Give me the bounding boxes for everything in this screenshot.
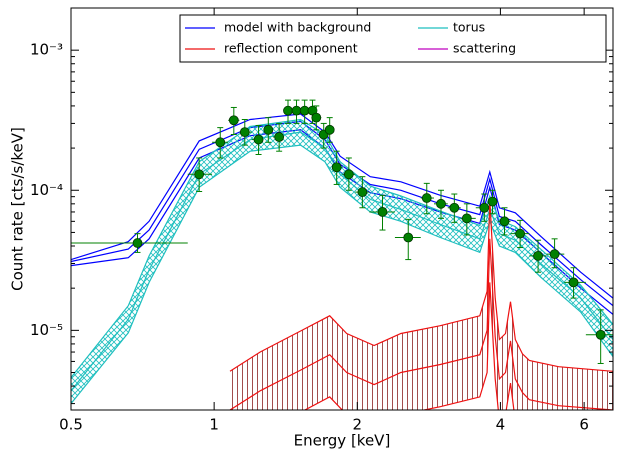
data-point bbox=[568, 277, 579, 288]
axes: 0.5 1 2 4 6 10⁻⁵ 10⁻⁴ 10⁻³ bbox=[30, 7, 613, 434]
axes-frame bbox=[70, 7, 614, 411]
model-line bbox=[71, 120, 613, 307]
band-upper bbox=[71, 113, 613, 299]
data-point bbox=[291, 105, 302, 116]
data-point bbox=[228, 115, 239, 126]
y-tick-label: 10⁻³ bbox=[30, 41, 63, 59]
band-hatch bbox=[230, 200, 613, 410]
data-point bbox=[436, 198, 446, 209]
data-point bbox=[377, 207, 388, 217]
data-point bbox=[343, 169, 354, 180]
legend-label: scattering bbox=[453, 41, 516, 56]
band-lower bbox=[303, 282, 515, 410]
x-tick-label: 1 bbox=[209, 416, 219, 434]
legend-label: torus bbox=[453, 20, 485, 35]
model-line bbox=[71, 131, 613, 392]
legend-frame bbox=[179, 14, 607, 63]
data-point bbox=[215, 137, 226, 148]
x-tick-label: 2 bbox=[352, 416, 362, 434]
data-point bbox=[515, 228, 525, 239]
data-point bbox=[499, 216, 510, 227]
data-point bbox=[194, 169, 205, 180]
model-line bbox=[229, 238, 613, 410]
y-tick-label: 10⁻⁵ bbox=[30, 321, 63, 339]
data-point bbox=[549, 249, 560, 260]
plot-area bbox=[71, 99, 613, 410]
data-point bbox=[253, 134, 264, 145]
data-point bbox=[311, 112, 322, 123]
x-tick-label: 4 bbox=[496, 416, 506, 434]
data-point bbox=[403, 232, 414, 243]
data-point bbox=[324, 124, 335, 135]
band-upper bbox=[229, 200, 613, 372]
y-axis-label: Count rate [cts/s/keV] bbox=[9, 127, 27, 291]
data-point bbox=[357, 187, 368, 198]
data-point bbox=[263, 124, 274, 135]
data-point bbox=[132, 238, 143, 248]
data-point bbox=[283, 105, 293, 116]
data-point bbox=[533, 250, 543, 261]
data-point bbox=[239, 127, 250, 138]
x-axis-label: Energy [keV] bbox=[294, 432, 391, 450]
legend-label: model with background bbox=[224, 20, 371, 35]
data-point bbox=[595, 329, 606, 340]
data-point bbox=[461, 213, 472, 224]
data-point bbox=[449, 202, 460, 213]
x-tick-label: 0.5 bbox=[59, 416, 83, 434]
data-point bbox=[331, 162, 342, 173]
band-lower bbox=[71, 144, 613, 404]
data-point bbox=[487, 196, 498, 207]
data-point bbox=[421, 193, 432, 203]
y-tick-label: 10⁻⁴ bbox=[30, 181, 63, 199]
legend: model with background torus reflection com… bbox=[179, 14, 607, 63]
data-point bbox=[479, 202, 490, 213]
x-tick-label: 6 bbox=[579, 416, 589, 434]
legend-label: reflection component bbox=[224, 41, 358, 56]
data-point bbox=[274, 132, 285, 142]
